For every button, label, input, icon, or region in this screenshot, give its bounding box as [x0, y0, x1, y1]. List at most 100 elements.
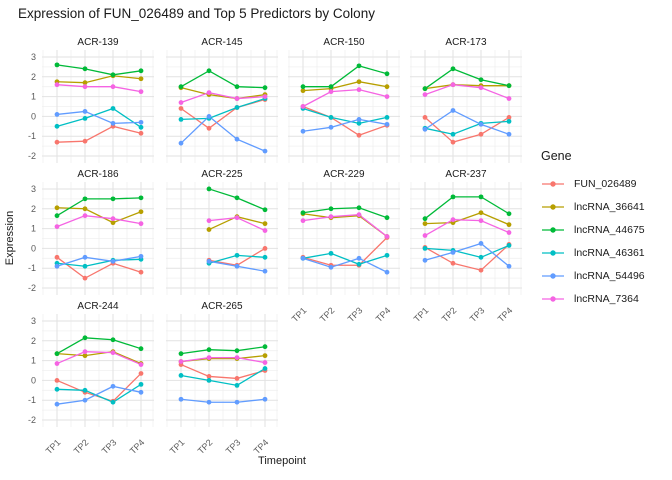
legend-label: FUN_026489: [574, 177, 637, 190]
series-line-lncRNA_46361: [180, 97, 266, 121]
data-point-lncRNA_44675: [300, 84, 306, 90]
data-point-lncRNA_7364: [138, 89, 144, 95]
series-line-lncRNA_46361: [56, 107, 142, 128]
facet-title: ACR-139: [77, 37, 119, 48]
legend-entry-lncRNA_44675: lncRNA_44675: [541, 218, 645, 241]
series-line-lncRNA_44675: [56, 337, 142, 355]
legend-label: lncRNA_36641: [574, 200, 645, 213]
data-point-lncRNA_44675: [82, 335, 88, 341]
legend-entry-FUN_026489: FUN_026489: [541, 172, 645, 195]
data-point-FUN_026489: [450, 260, 456, 266]
data-point-lncRNA_46361: [206, 378, 212, 383]
series-line-lncRNA_44675: [424, 196, 510, 220]
data-point-FUN_026489: [478, 131, 484, 137]
data-point-lncRNA_54496: [138, 253, 144, 259]
data-point-FUN_026489: [506, 115, 512, 120]
data-point-lncRNA_36641: [82, 206, 88, 212]
data-point-lncRNA_46361: [82, 263, 88, 269]
legend-entry-lncRNA_36641: lncRNA_36641: [541, 195, 645, 218]
data-point-lncRNA_46361: [262, 254, 268, 260]
data-point-lncRNA_46361: [110, 399, 116, 405]
data-point-lncRNA_36641: [262, 353, 268, 359]
series-line-lncRNA_36641: [424, 212, 510, 226]
data-point-lncRNA_44675: [54, 351, 60, 357]
data-point-lncRNA_36641: [110, 220, 116, 226]
facet-title: ACR-150: [323, 37, 365, 48]
data-point-lncRNA_54496: [356, 255, 362, 261]
series-line-FUN_026489: [424, 243, 510, 271]
data-point-lncRNA_44675: [138, 195, 144, 201]
legend-key-icon: [542, 272, 564, 279]
series-line-lncRNA_44675: [180, 70, 266, 89]
data-point-lncRNA_44675: [384, 215, 390, 221]
data-point-lncRNA_46361: [356, 120, 362, 126]
data-point-lncRNA_7364: [328, 214, 334, 220]
y-tick-label: -1: [28, 395, 36, 405]
facet-ACR-150: ACR-150: [288, 37, 400, 163]
data-point-lncRNA_44675: [506, 83, 512, 89]
y-axis-title: Expression: [4, 211, 16, 265]
data-point-lncRNA_54496: [54, 401, 60, 407]
data-point-FUN_026489: [450, 139, 456, 145]
data-point-lncRNA_54496: [450, 108, 456, 113]
data-point-lncRNA_54496: [328, 124, 334, 130]
data-point-lncRNA_7364: [422, 233, 428, 238]
data-point-lncRNA_7364: [356, 87, 362, 93]
data-point-lncRNA_7364: [384, 94, 390, 99]
facet-title: ACR-186: [77, 169, 119, 180]
data-point-lncRNA_7364: [54, 82, 60, 88]
data-point-lncRNA_36641: [262, 221, 268, 227]
data-point-lncRNA_46361: [450, 131, 456, 137]
data-point-lncRNA_46361: [262, 366, 268, 371]
data-point-lncRNA_36641: [422, 221, 428, 227]
data-point-FUN_026489: [54, 254, 60, 260]
data-point-lncRNA_36641: [54, 205, 60, 211]
series-line-FUN_026489: [302, 105, 388, 136]
facet-ACR-225: ACR-225: [166, 169, 278, 295]
x-tick-label: TP3: [468, 305, 487, 324]
data-point-lncRNA_7364: [234, 355, 240, 361]
data-point-lncRNA_44675: [54, 62, 60, 68]
data-point-lncRNA_54496: [384, 269, 390, 275]
legend-key-point: [550, 203, 556, 210]
data-point-lncRNA_54496: [206, 258, 212, 264]
data-point-lncRNA_54496: [422, 257, 428, 263]
data-point-lncRNA_7364: [138, 362, 144, 367]
data-point-lncRNA_54496: [110, 258, 116, 264]
facet-ACR-173: ACR-173: [410, 37, 522, 163]
y-tick-label: 3: [31, 184, 36, 194]
data-point-lncRNA_46361: [356, 261, 362, 267]
series-line-lncRNA_46361: [424, 244, 510, 259]
data-point-lncRNA_54496: [262, 148, 268, 154]
facet-ACR-265: ACR-265 TP1 TP2 TP3 TP4: [166, 301, 278, 456]
facet-ACR-186: ACR-186 3 2 1 0 -1 -2: [28, 169, 154, 295]
legend-key-point: [550, 295, 556, 302]
data-point-lncRNA_54496: [138, 119, 144, 125]
data-point-lncRNA_46361: [178, 373, 184, 378]
data-point-lncRNA_44675: [138, 68, 144, 74]
data-point-lncRNA_7364: [82, 349, 88, 355]
x-tick-label: TP2: [318, 305, 337, 324]
chart-title: Expression of FUN_026489 and Top 5 Predi…: [18, 6, 375, 21]
data-point-lncRNA_44675: [234, 348, 240, 354]
data-point-FUN_026489: [54, 378, 60, 383]
legend: Gene FUN_026489 lncRNA_36641 lncRNA_44675 l…: [541, 149, 645, 310]
facet-title: ACR-225: [201, 169, 243, 180]
data-point-lncRNA_54496: [356, 116, 362, 122]
data-point-lncRNA_54496: [328, 264, 334, 270]
data-point-lncRNA_7364: [384, 234, 390, 239]
series-line-lncRNA_54496: [302, 257, 388, 273]
data-point-lncRNA_54496: [178, 396, 184, 402]
x-tick-label: TP4: [496, 305, 515, 324]
data-point-lncRNA_54496: [262, 396, 268, 402]
series-line-lncRNA_46361: [302, 107, 388, 125]
data-point-lncRNA_44675: [478, 77, 484, 83]
series-line-lncRNA_36641: [56, 207, 142, 224]
data-point-FUN_026489: [478, 267, 484, 273]
data-point-lncRNA_7364: [206, 355, 212, 361]
data-point-lncRNA_44675: [178, 84, 184, 90]
series-line-lncRNA_54496: [424, 109, 510, 135]
data-point-lncRNA_46361: [178, 116, 184, 122]
data-point-lncRNA_54496: [54, 263, 60, 269]
data-point-lncRNA_36641: [82, 80, 88, 86]
